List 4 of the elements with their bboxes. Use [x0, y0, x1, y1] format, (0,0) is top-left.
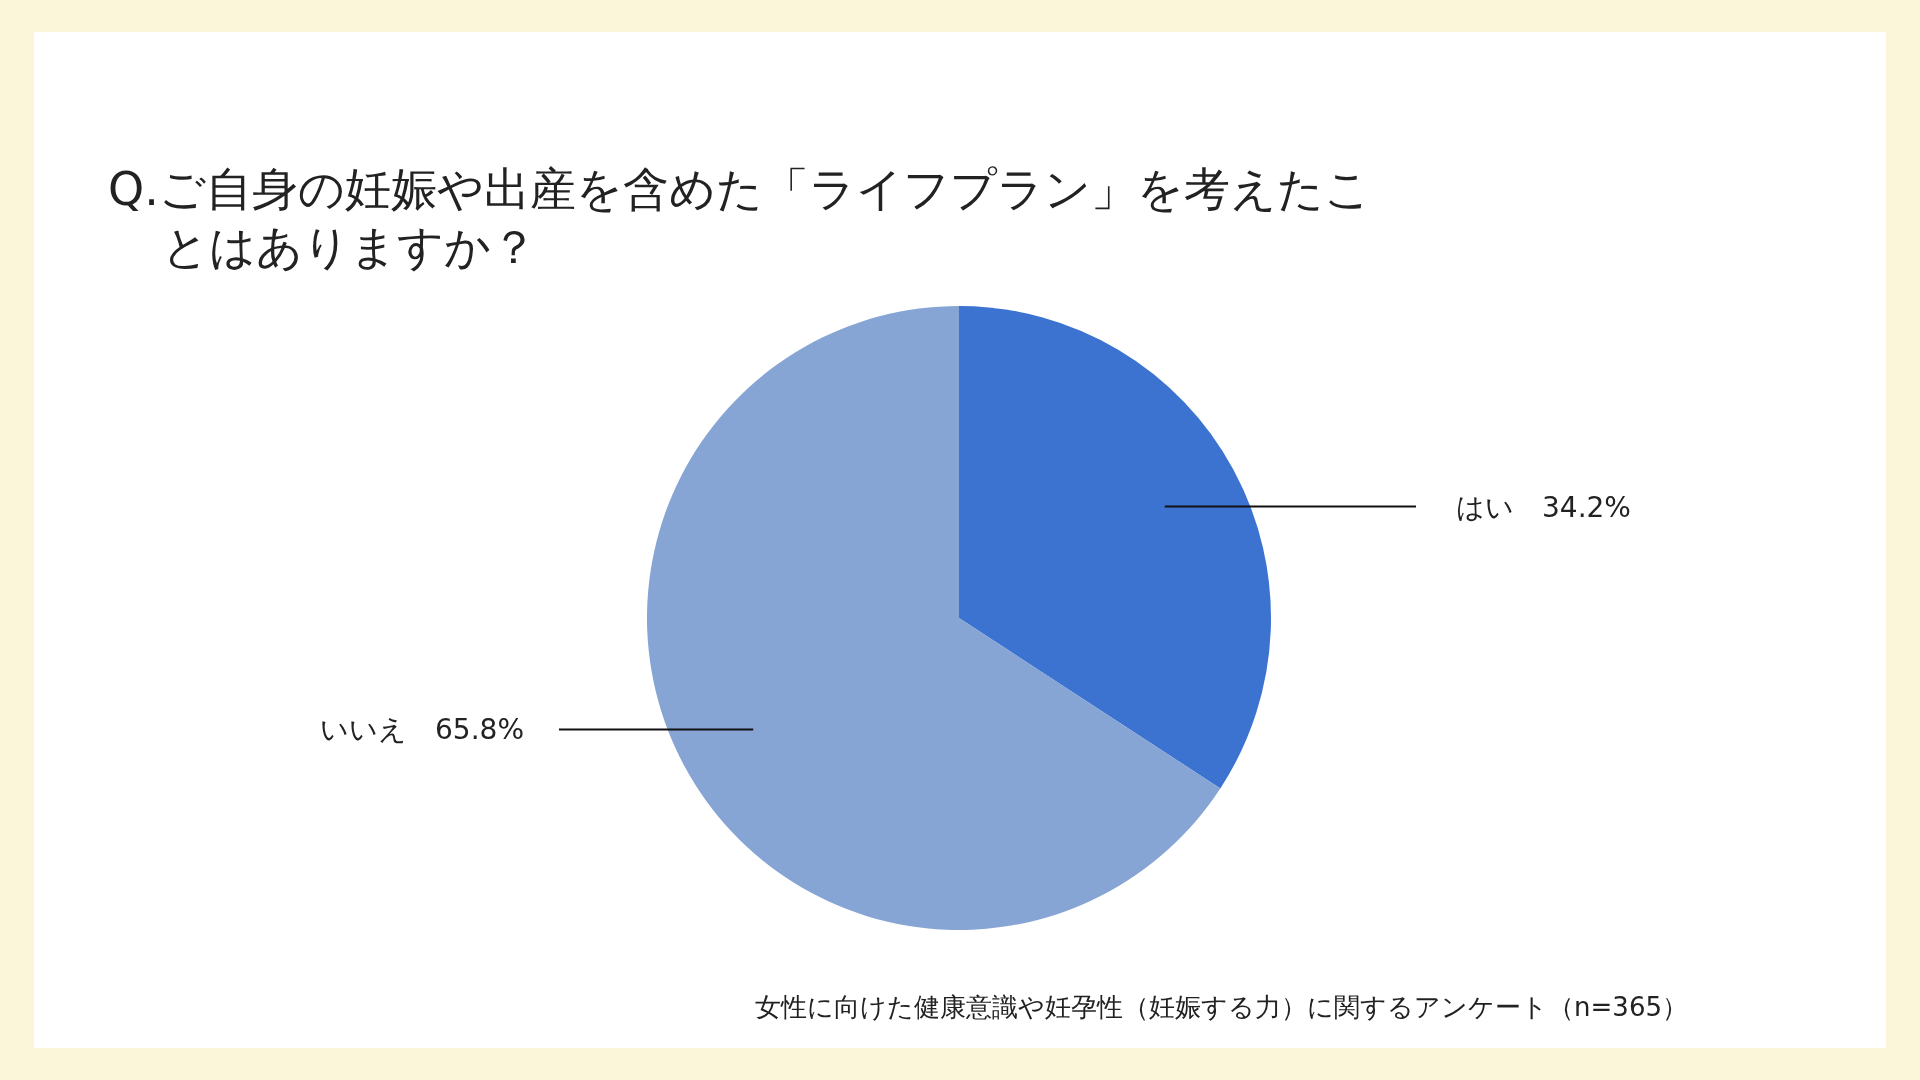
text: 女性に向けた健康意識や妊孕性（妊娠する力）に関するアンケート（n=365）: [755, 991, 1688, 1024]
chart-title: Q.ご自身の妊娠や出産を含めた「ライフプラン」を考えたことはありますか？: [108, 161, 1372, 276]
slice-label: いいえ 65.8%: [320, 713, 524, 747]
slice-label: はい 34.2%: [1456, 490, 1631, 524]
